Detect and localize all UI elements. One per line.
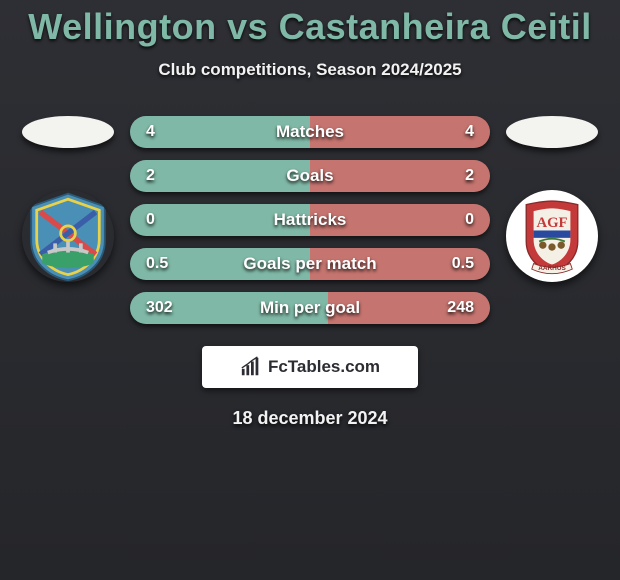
right-club-badge: AGF AARHUS xyxy=(506,190,598,282)
stat-row: 4 Matches 4 xyxy=(130,116,490,148)
stat-right-value: 0 xyxy=(434,211,474,229)
bar-chart-icon xyxy=(240,356,262,378)
columns: 4 Matches 4 2 Goals 2 0 Hattricks 0 0.5 Goals per … xyxy=(0,116,620,324)
left-club-badge xyxy=(22,190,114,282)
attribution-badge: FcTables.com xyxy=(202,346,418,388)
stat-label: Goals xyxy=(286,166,333,186)
stats-list: 4 Matches 4 2 Goals 2 0 Hattricks 0 0.5 Goals per … xyxy=(130,116,490,324)
shield-icon xyxy=(22,190,114,282)
comparison-card: Wellington vs Castanheira Ceitil Club co… xyxy=(0,0,620,580)
date-label: 18 december 2024 xyxy=(0,408,620,429)
stat-row: 2 Goals 2 xyxy=(130,160,490,192)
stat-row: 0 Hattricks 0 xyxy=(130,204,490,236)
page-title: Wellington vs Castanheira Ceitil xyxy=(0,0,620,48)
left-flag xyxy=(22,116,114,148)
stat-left-value: 0 xyxy=(146,211,186,229)
stat-left-value: 0.5 xyxy=(146,255,186,273)
subtitle: Club competitions, Season 2024/2025 xyxy=(0,60,620,80)
stat-label: Hattricks xyxy=(274,210,347,230)
stat-right-value: 0.5 xyxy=(434,255,474,273)
left-player-column xyxy=(18,116,118,282)
stat-right-value: 248 xyxy=(434,299,474,317)
right-flag xyxy=(506,116,598,148)
shield-icon: AGF AARHUS xyxy=(506,190,598,282)
stat-right-value: 4 xyxy=(434,123,474,141)
attribution-text: FcTables.com xyxy=(268,357,380,377)
stat-label: Min per goal xyxy=(260,298,360,318)
badge-text: AGF xyxy=(536,215,567,231)
stat-left-value: 4 xyxy=(146,123,186,141)
stat-left-value: 2 xyxy=(146,167,186,185)
stat-row: 302 Min per goal 248 xyxy=(130,292,490,324)
stat-left-value: 302 xyxy=(146,299,186,317)
right-player-column: AGF AARHUS xyxy=(502,116,602,282)
stat-right-value: 2 xyxy=(434,167,474,185)
badge-subtext: AARHUS xyxy=(538,265,566,272)
stat-row: 0.5 Goals per match 0.5 xyxy=(130,248,490,280)
stat-label: Goals per match xyxy=(243,254,376,274)
stat-label: Matches xyxy=(276,122,344,142)
